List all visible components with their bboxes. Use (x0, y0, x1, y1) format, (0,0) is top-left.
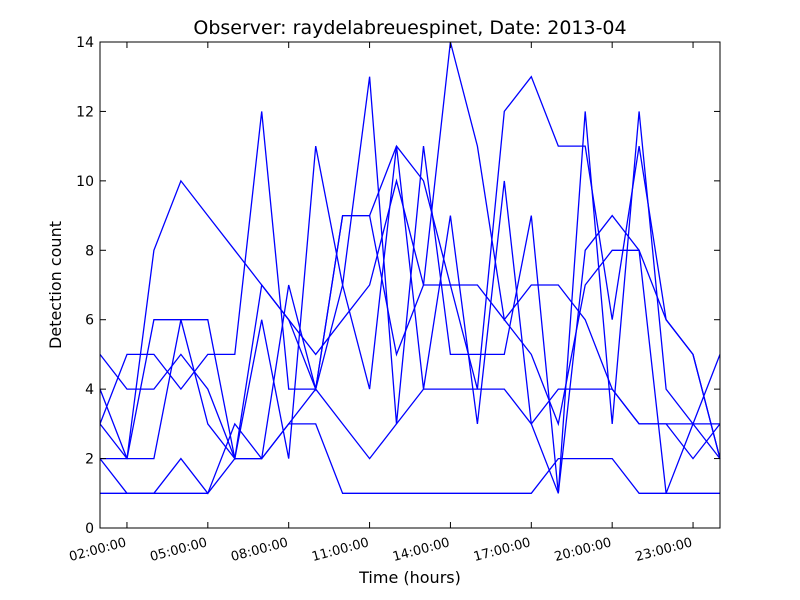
x-tick-label: 05:00:00 (149, 535, 209, 565)
x-tick-label: 14:00:00 (391, 535, 451, 565)
series-line-7 (100, 145, 721, 494)
x-tick-label: 11:00:00 (310, 535, 370, 565)
y-tick-label: 14 (76, 35, 94, 51)
x-tick-label: 20:00:00 (553, 535, 613, 565)
series-line-4 (100, 422, 720, 495)
y-tick-label: 4 (85, 382, 94, 398)
series-line-3 (99, 75, 721, 459)
series-line-5 (99, 388, 721, 494)
y-tick-label: 0 (85, 521, 94, 537)
x-tick-label: 17:00:00 (472, 535, 532, 565)
series-line-1 (99, 144, 721, 460)
series-layer (99, 41, 721, 495)
y-tick-label: 12 (76, 104, 94, 120)
y-tick-label: 10 (76, 174, 94, 190)
y-tick-label: 8 (85, 243, 94, 259)
x-axis-ticks: 02:00:00 05:00:00 08:00:00 11:00:00 14:00:00… (68, 42, 694, 565)
y-tick-label: 6 (85, 313, 94, 329)
chart-title: Observer: raydelabreuespinet, Date: 2013… (193, 17, 626, 39)
plot-area-frame (99, 41, 721, 529)
y-tick-label: 2 (85, 452, 94, 468)
series-line-6 (99, 76, 721, 494)
x-axis-label: Time (hours) (358, 568, 461, 587)
x-tick-label: 08:00:00 (229, 535, 289, 565)
y-axis-ticks: 0 2 4 6 8 10 12 14 (76, 35, 720, 537)
x-tick-label: 02:00:00 (68, 535, 128, 565)
x-tick-label: 23:00:00 (634, 535, 694, 565)
y-axis-label: Detection count (46, 221, 65, 349)
